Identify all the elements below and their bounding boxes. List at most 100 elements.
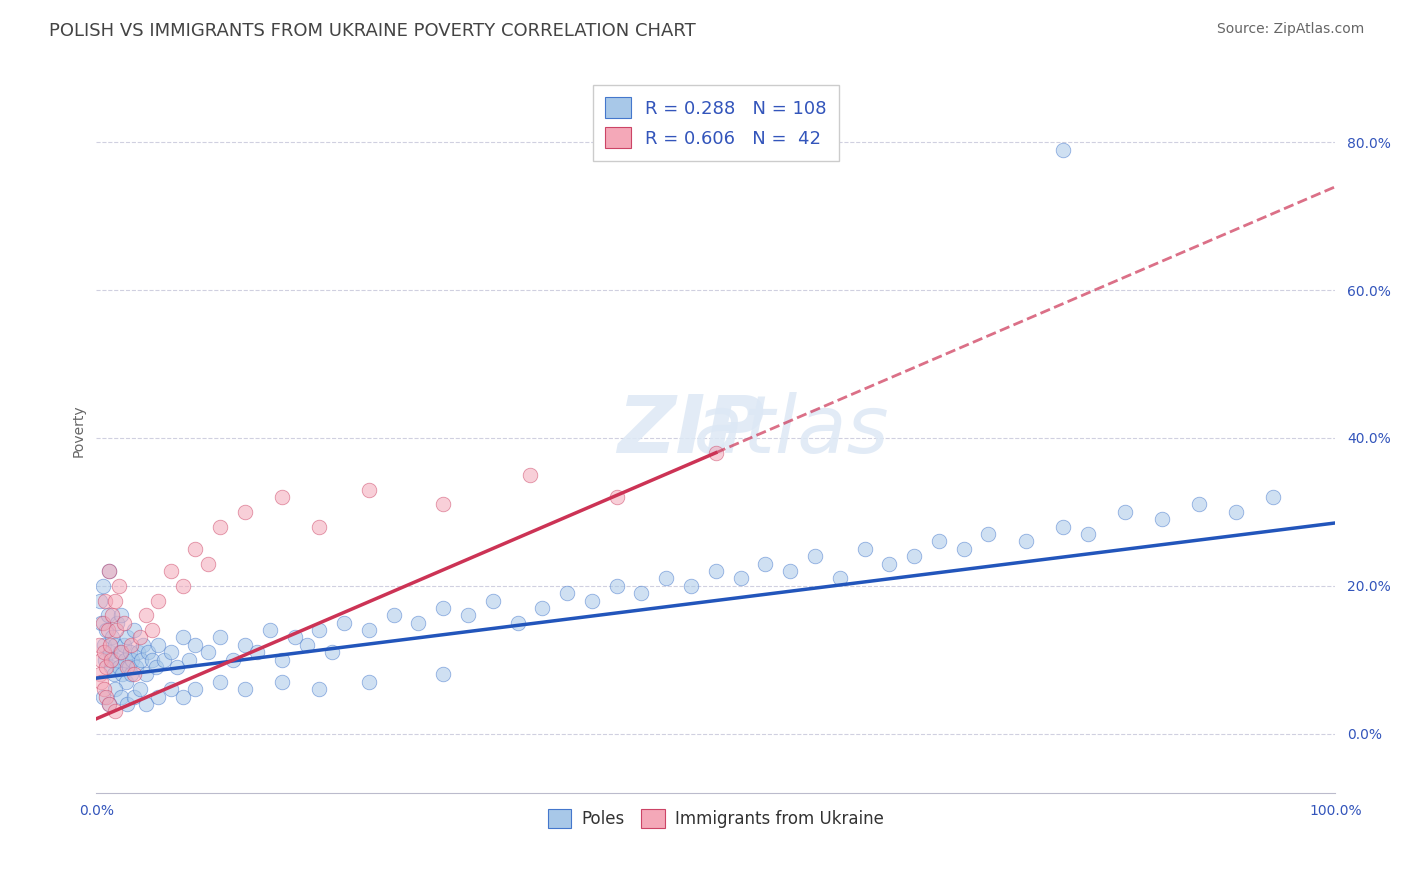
Point — [184, 682, 207, 697]
Point — [96, 623, 118, 637]
Point — [110, 645, 132, 659]
Point — [90, 615, 112, 630]
Point — [555, 586, 578, 600]
Point — [271, 653, 294, 667]
Point — [482, 593, 505, 607]
Point — [432, 601, 454, 615]
Point — [108, 645, 131, 659]
Point — [100, 653, 122, 667]
Point — [122, 690, 145, 704]
Point — [1014, 534, 1036, 549]
Point — [107, 615, 129, 630]
Point — [233, 682, 256, 697]
Point — [197, 645, 219, 659]
Point — [1150, 512, 1173, 526]
Point — [101, 631, 124, 645]
Point — [125, 660, 148, 674]
Point — [1188, 498, 1211, 512]
Point — [105, 653, 128, 667]
Point — [952, 541, 974, 556]
Point — [295, 638, 318, 652]
Point — [115, 674, 138, 689]
Point — [357, 674, 380, 689]
Point — [110, 690, 132, 704]
Point — [148, 593, 170, 607]
Point — [184, 541, 207, 556]
Point — [96, 660, 118, 674]
Point — [112, 638, 135, 652]
Point — [138, 645, 160, 659]
Point — [96, 608, 118, 623]
Point — [804, 549, 827, 564]
Point — [122, 623, 145, 637]
Point — [98, 645, 121, 659]
Point — [89, 667, 111, 681]
Point — [779, 564, 801, 578]
Point — [104, 638, 127, 652]
Point — [94, 653, 117, 667]
Point — [308, 682, 330, 697]
Point — [94, 593, 117, 607]
Point — [1225, 505, 1247, 519]
Point — [105, 623, 128, 637]
Point — [382, 608, 405, 623]
Point — [606, 490, 628, 504]
Point — [97, 697, 120, 711]
Point — [114, 653, 136, 667]
Point — [103, 667, 125, 681]
Point — [1052, 143, 1074, 157]
Point — [284, 631, 307, 645]
Point — [117, 697, 139, 711]
Point — [853, 541, 876, 556]
Point — [357, 483, 380, 497]
Point — [90, 653, 112, 667]
Point — [111, 667, 134, 681]
Point — [233, 638, 256, 652]
Point — [432, 667, 454, 681]
Point — [209, 519, 232, 533]
Point — [197, 557, 219, 571]
Point — [91, 615, 114, 630]
Point — [93, 645, 115, 659]
Point — [90, 674, 112, 689]
Point — [209, 674, 232, 689]
Point — [246, 645, 269, 659]
Point — [704, 564, 727, 578]
Point — [159, 682, 181, 697]
Point — [408, 615, 430, 630]
Point — [704, 446, 727, 460]
Point — [117, 660, 139, 674]
Point — [132, 638, 155, 652]
Point — [96, 690, 118, 704]
Text: Source: ZipAtlas.com: Source: ZipAtlas.com — [1216, 22, 1364, 37]
Point — [128, 631, 150, 645]
Point — [184, 638, 207, 652]
Point — [308, 519, 330, 533]
Point — [159, 564, 181, 578]
Point — [101, 608, 124, 623]
Point — [129, 653, 152, 667]
Point — [630, 586, 652, 600]
Point — [107, 579, 129, 593]
Point — [581, 593, 603, 607]
Point — [1114, 505, 1136, 519]
Point — [93, 638, 115, 652]
Point — [153, 653, 176, 667]
Point — [104, 682, 127, 697]
Point — [148, 690, 170, 704]
Point — [87, 638, 110, 652]
Point — [135, 697, 157, 711]
Point — [606, 579, 628, 593]
Point — [120, 667, 142, 681]
Point — [977, 527, 1000, 541]
Point — [432, 498, 454, 512]
Point — [321, 645, 343, 659]
Point — [903, 549, 925, 564]
Point — [271, 490, 294, 504]
Point — [97, 564, 120, 578]
Point — [159, 645, 181, 659]
Point — [91, 579, 114, 593]
Point — [681, 579, 703, 593]
Point — [121, 653, 143, 667]
Point — [1052, 519, 1074, 533]
